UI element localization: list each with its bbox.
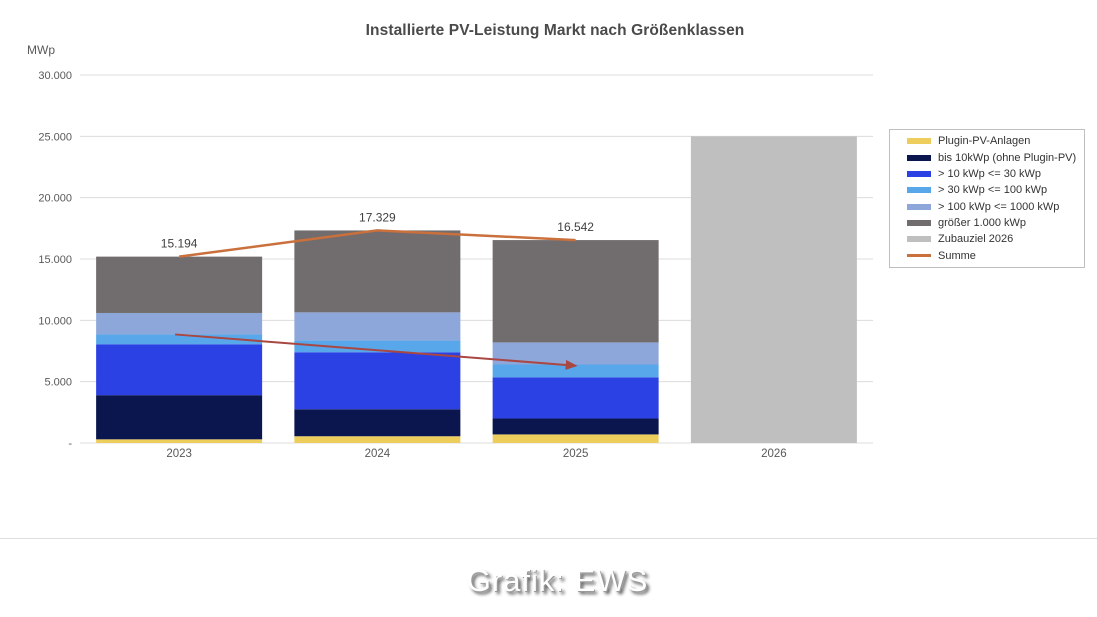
y-tick-label: 20.000	[38, 193, 72, 205]
y-tick-label: 15.000	[38, 254, 72, 266]
bar-segment	[96, 395, 263, 440]
y-tick-label: 5.000	[44, 377, 72, 389]
legend-item: Zubauziel 2026	[890, 232, 1084, 247]
bar-segment	[690, 136, 857, 444]
bar-segment	[294, 352, 461, 410]
y-tick-label: -	[68, 438, 72, 450]
legend-label: Summe	[938, 249, 976, 262]
legend-item: größer 1.000 kWp	[890, 216, 1084, 231]
legend-swatch	[907, 187, 931, 194]
total-label: 17.329	[359, 210, 396, 224]
legend-item: > 100 kWp <= 1000 kWp	[890, 199, 1084, 214]
x-tick-label: 2026	[761, 448, 787, 460]
bar-segment	[294, 340, 461, 353]
bar-segment	[492, 240, 659, 343]
legend-swatch	[907, 254, 931, 258]
bar-segment	[294, 436, 461, 443]
legend-item: Summe	[890, 248, 1084, 263]
footer-credit: Grafik: EWS	[466, 563, 649, 598]
bar-segment	[492, 377, 659, 419]
legend-swatch	[907, 220, 931, 227]
legend-swatch	[907, 170, 931, 177]
legend: Plugin-PV-Anlagen bis 10kWp (ohne Plugin-…	[889, 129, 1085, 268]
legend-label: Zubauziel 2026	[938, 233, 1014, 246]
annotation-arrow	[175, 333, 578, 370]
bar-segment	[96, 344, 263, 396]
x-tick-label: 2024	[365, 448, 391, 460]
legend-label: > 30 kWp <= 100 kWp	[938, 184, 1048, 197]
chart-title: Installierte PV-Leistung Markt nach Größ…	[365, 22, 745, 39]
bar-segment	[96, 439, 263, 443]
footer-divider	[0, 538, 1097, 539]
legend-item: bis 10kWp (ohne Plugin-PV)	[890, 150, 1084, 165]
legend-swatch	[907, 236, 931, 243]
legend-swatch	[907, 154, 931, 161]
legend-label: bis 10kWp (ohne Plugin-PV)	[938, 151, 1077, 164]
legend-label: größer 1.000 kWp	[938, 217, 1027, 230]
x-tick-label: 2023	[166, 448, 192, 460]
bar-segment	[96, 256, 263, 313]
bar-segment	[96, 334, 263, 345]
legend-item: > 10 kWp <= 30 kWp	[890, 166, 1084, 181]
y-tick-label: 10.000	[38, 315, 72, 327]
bar-segment	[492, 364, 659, 378]
legend-swatch	[907, 138, 931, 145]
legend-item: > 30 kWp <= 100 kWp	[890, 183, 1084, 198]
y-axis-unit-label: MWp	[27, 43, 55, 57]
legend-label: Plugin-PV-Anlagen	[938, 135, 1031, 148]
legend-label: > 100 kWp <= 1000 kWp	[938, 200, 1060, 213]
bar-segment	[294, 230, 461, 313]
legend-label: > 10 kWp <= 30 kWp	[938, 167, 1042, 180]
summe-line	[178, 229, 576, 258]
bar-segment	[492, 434, 659, 443]
bar-segment	[294, 312, 461, 341]
total-label: 15.194	[161, 237, 198, 251]
x-tick-label: 2025	[563, 448, 589, 460]
y-tick-label: 25.000	[38, 131, 72, 143]
total-label: 16.542	[557, 220, 594, 234]
y-tick-label: 30.000	[38, 70, 72, 82]
bar-segment	[492, 342, 659, 365]
bar-segment	[492, 418, 659, 435]
legend-item: Plugin-PV-Anlagen	[890, 134, 1084, 149]
legend-swatch	[907, 203, 931, 210]
chart-canvas: 30.000 25.000 20.000 15.000 10.000 5.000 - 2023…	[38, 70, 873, 460]
bar-segment	[96, 312, 263, 335]
bar-segment	[294, 409, 461, 437]
